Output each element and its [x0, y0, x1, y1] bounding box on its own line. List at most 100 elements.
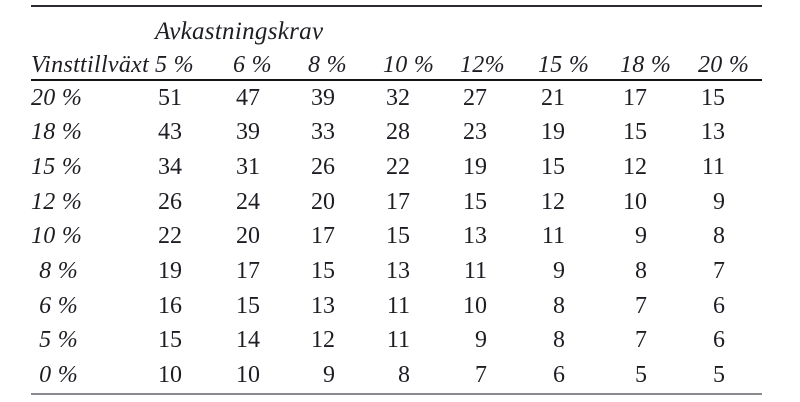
- table-cell: 19: [158, 258, 182, 285]
- table-cell: 9: [635, 223, 647, 250]
- row-header: 5 %: [31, 324, 155, 359]
- row-header: 10 %: [31, 220, 155, 255]
- col-header: 10 %: [383, 52, 435, 78]
- row-header: 18 %: [31, 116, 155, 151]
- col-header: 8 %: [308, 52, 347, 78]
- table-cell: 8: [398, 362, 410, 389]
- table-cell: 7: [635, 292, 647, 319]
- table-cell: 10: [236, 362, 260, 389]
- table-row: 8 % 19 17 15 13 11 9 8 7: [31, 254, 762, 289]
- table-cell: 9: [553, 258, 565, 285]
- table-cell: 13: [701, 119, 725, 146]
- table-cell: 10: [623, 188, 647, 215]
- pe-ratio-table: Avkastningskrav Vinsttillväxt 5 % 6 % 8 …: [31, 7, 763, 393]
- table-cell: 8: [553, 292, 565, 319]
- table-cell: 34: [158, 154, 182, 181]
- table-cell: 8: [713, 223, 725, 250]
- col-header: 18 %: [620, 52, 672, 78]
- table-cell: 20: [236, 223, 260, 250]
- table-cell: 15: [236, 292, 260, 319]
- table-cell: 5: [635, 362, 647, 389]
- table-row: 5 % 15 14 12 11 9 8 7 6: [31, 324, 762, 359]
- table-cell: 22: [158, 223, 182, 250]
- row-axis-label: Vinsttillväxt: [31, 52, 150, 78]
- table-cell: 43: [158, 119, 182, 146]
- table-body: 20 % 51 47 39 32 27 21 17 15 18 % 43 39 …: [31, 80, 762, 393]
- table-row: 10 % 22 20 17 15 13 11 9 8: [31, 220, 762, 255]
- table-cell: 15: [541, 154, 565, 181]
- table-cell: 15: [386, 223, 410, 250]
- table-cell: 19: [463, 154, 487, 181]
- row-header: 15 %: [31, 150, 155, 185]
- table-cell: 7: [475, 362, 487, 389]
- table-cell: 8: [635, 258, 647, 285]
- row-label: 18 %: [31, 119, 83, 146]
- table-cell: 11: [541, 223, 565, 250]
- row-header: 12 %: [31, 185, 155, 220]
- table-cell: 9: [713, 188, 725, 215]
- table-cell: 15: [623, 119, 647, 146]
- table-cell: 6: [553, 362, 565, 389]
- col-header: 6 %: [233, 52, 272, 78]
- table-cell: 13: [463, 223, 487, 250]
- table-cell: 5: [713, 362, 725, 389]
- table-cell: 16: [158, 292, 182, 319]
- table-cell: 10: [463, 292, 487, 319]
- row-label: 10 %: [31, 223, 83, 250]
- table-cell: 10: [158, 362, 182, 389]
- table-cell: 9: [323, 362, 335, 389]
- table-cell: 8: [553, 327, 565, 354]
- table-cell: 13: [386, 258, 410, 285]
- table-cell: 15: [158, 327, 182, 354]
- data-table-container: Avkastningskrav Vinsttillväxt 5 % 6 % 8 …: [31, 5, 763, 395]
- table-row: 6 % 16 15 13 11 10 8 7 6: [31, 289, 762, 324]
- table-cell: 11: [463, 258, 487, 285]
- row-header: 8 %: [31, 254, 155, 289]
- table-cell: 17: [386, 188, 410, 215]
- table-cell: 26: [311, 154, 335, 181]
- table-cell: 19: [541, 119, 565, 146]
- table-cell: 22: [386, 154, 410, 181]
- row-header: 6 %: [31, 289, 155, 324]
- table-cell: 6: [713, 327, 725, 354]
- table-cell: 26: [158, 188, 182, 215]
- table-row: 12 % 26 24 20 17 15 12 10 9: [31, 185, 762, 220]
- row-label: 5 %: [39, 327, 78, 354]
- col-header: 20 %: [698, 52, 750, 78]
- table-cell: 12: [311, 327, 335, 354]
- table-title: Avkastningskrav: [155, 18, 324, 45]
- table-cell: 15: [311, 258, 335, 285]
- table-cell: 21: [541, 84, 565, 111]
- table-cell: 14: [236, 327, 260, 354]
- table-cell: 39: [236, 119, 260, 146]
- table-cell: 15: [701, 84, 725, 111]
- table-cell: 33: [311, 119, 335, 146]
- table-cell: 20: [311, 188, 335, 215]
- table-cell: 39: [311, 84, 335, 111]
- row-label: 0 %: [39, 362, 78, 389]
- table-cell: 32: [386, 84, 410, 111]
- table-cell: 11: [386, 292, 410, 319]
- table-cell: 12: [623, 154, 647, 181]
- table-cell: 17: [236, 258, 260, 285]
- row-label: 12 %: [31, 188, 83, 215]
- table-cell: 51: [158, 84, 182, 111]
- table-cell: 13: [311, 292, 335, 319]
- corner-spacer: [31, 7, 155, 46]
- table-head: Avkastningskrav Vinsttillväxt 5 % 6 % 8 …: [31, 7, 763, 80]
- table-cell: 47: [236, 84, 260, 111]
- row-label: 15 %: [31, 154, 83, 181]
- table-cell: 7: [713, 258, 725, 285]
- title-row: Avkastningskrav: [31, 7, 762, 46]
- col-header: 15 %: [538, 52, 590, 78]
- col-header: 5 %: [155, 52, 194, 78]
- table-cell: 24: [236, 188, 260, 215]
- table-cell: 23: [463, 119, 487, 146]
- table-cell: 12: [541, 188, 565, 215]
- table-cell: 11: [386, 327, 410, 354]
- header-row: Vinsttillväxt 5 % 6 % 8 % 10 % 12% 15 % …: [31, 46, 762, 80]
- table-row: 15 % 34 31 26 22 19 15 12 11: [31, 150, 762, 185]
- table-cell: 15: [463, 188, 487, 215]
- row-header: 0 %: [31, 358, 155, 393]
